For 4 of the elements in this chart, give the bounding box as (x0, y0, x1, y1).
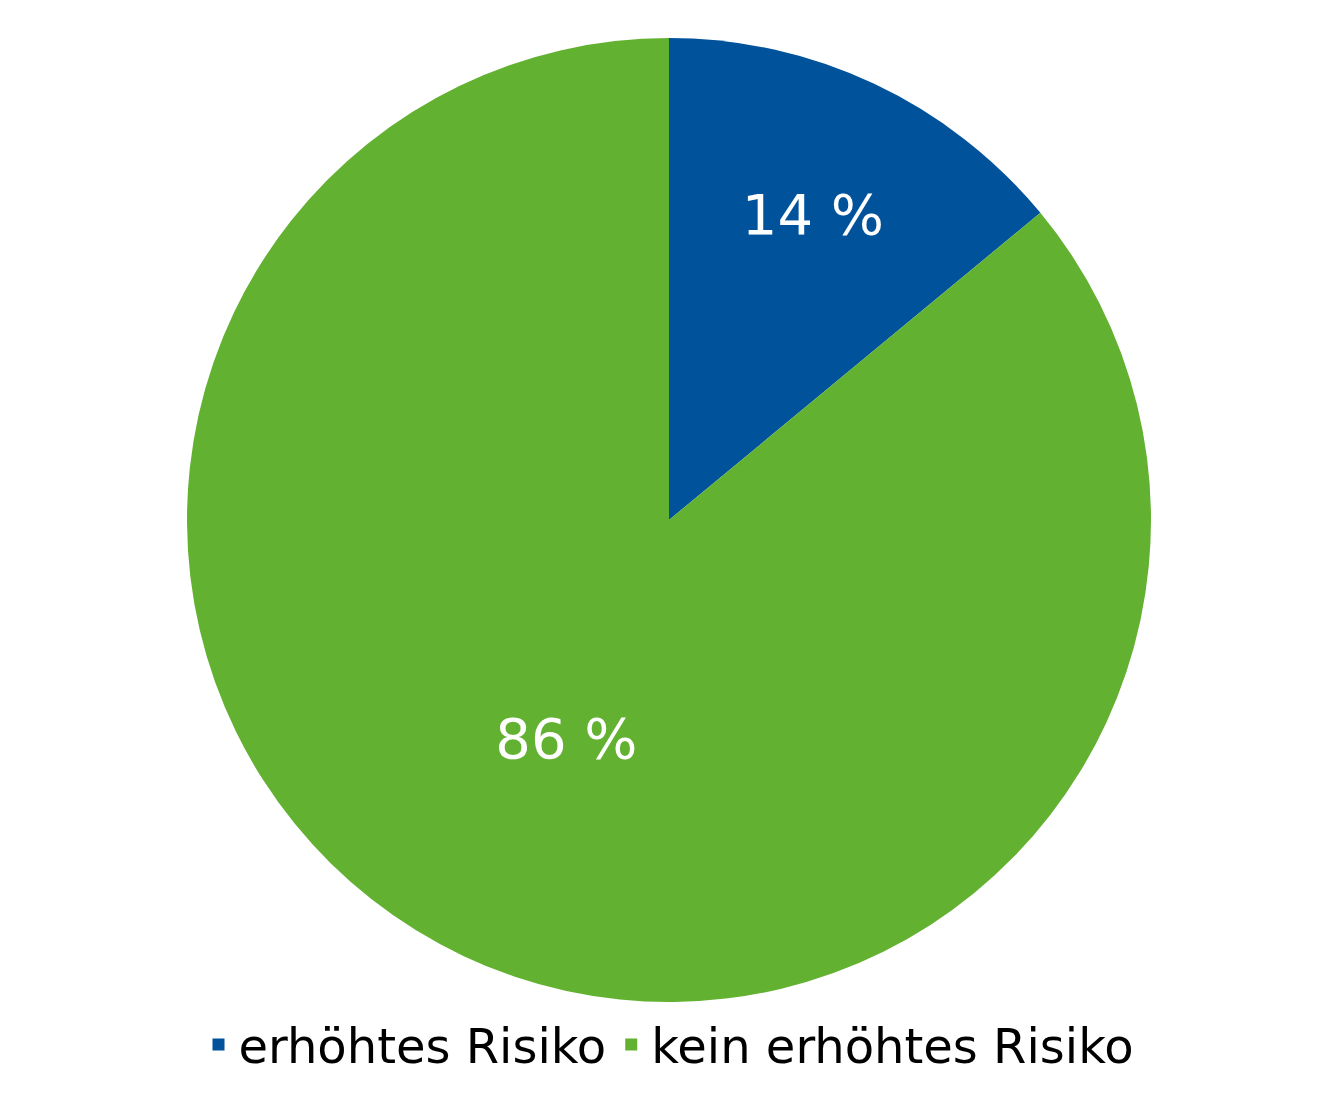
data-label: 86 % (495, 705, 638, 771)
legend-label: kein erhöhtes Risiko (651, 1018, 1134, 1075)
legend-label: erhöhtes Risiko (238, 1018, 607, 1075)
data-label: 14 % (741, 181, 885, 247)
